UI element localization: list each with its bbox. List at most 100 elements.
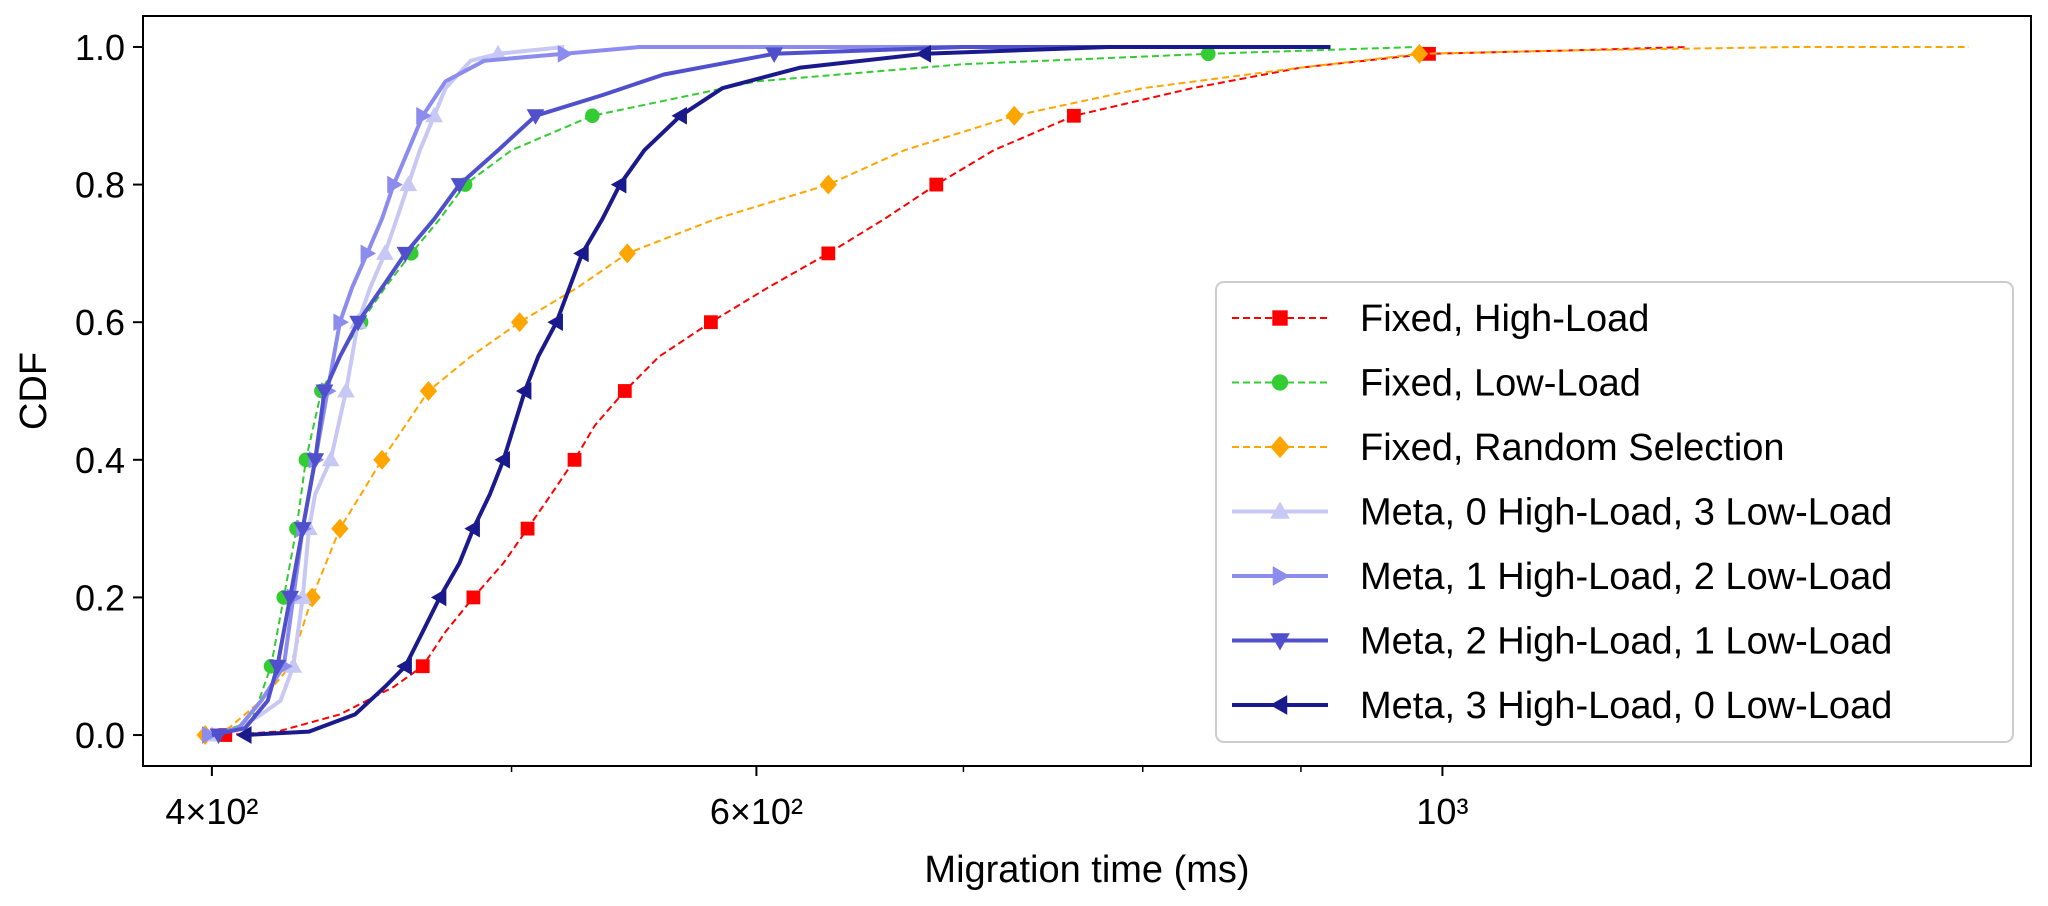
- legend-item: Meta, 0 High-Load, 3 Low-Load: [1232, 492, 1892, 534]
- legend-label: Fixed, High-Load: [1360, 298, 1649, 340]
- data-point: [333, 313, 349, 332]
- x-axis-label: Migration time (ms): [924, 849, 1249, 891]
- data-point: [573, 244, 589, 263]
- data-point: [419, 381, 438, 401]
- data-point: [1410, 43, 1429, 64]
- data-point: [415, 659, 430, 674]
- legend-label: Meta, 0 High-Load, 3 Low-Load: [1360, 492, 1892, 534]
- series-1: [218, 46, 1688, 742]
- data-point: [430, 588, 447, 607]
- data-point: [303, 587, 321, 608]
- series-7: [236, 44, 1331, 744]
- data-point: [360, 244, 377, 263]
- data-point: [373, 449, 391, 470]
- data-point: [399, 175, 418, 192]
- data-point: [765, 47, 784, 63]
- data-point: [1005, 105, 1023, 126]
- legend-marker: [1270, 501, 1290, 519]
- data-point: [387, 175, 403, 194]
- legend-marker: [1269, 695, 1288, 715]
- x-tick-label: 4×10²: [165, 791, 258, 832]
- data-point: [209, 728, 228, 745]
- series-line: [204, 45, 565, 737]
- series-6: [209, 45, 1109, 745]
- legend-marker: [1270, 633, 1290, 651]
- data-point: [510, 312, 529, 333]
- legend-marker: [1272, 310, 1288, 326]
- series-3: [196, 43, 1969, 745]
- data-point: [281, 590, 300, 607]
- legend-label: Meta, 2 High-Load, 1 Low-Load: [1360, 621, 1892, 663]
- legend-item: Meta, 2 High-Load, 1 Low-Load: [1232, 621, 1892, 663]
- data-point: [703, 315, 718, 330]
- legend-item: Fixed, Low-Load: [1232, 363, 1641, 405]
- data-point: [1200, 46, 1216, 62]
- data-point: [293, 522, 312, 538]
- legend-label: Fixed, Low-Load: [1360, 363, 1641, 405]
- data-point: [821, 246, 836, 261]
- data-point: [915, 44, 932, 63]
- data-point: [547, 313, 563, 332]
- y-tick-label: 0.8: [75, 165, 125, 206]
- data-point: [1066, 108, 1081, 123]
- data-point: [236, 726, 252, 744]
- legend-label: Meta, 1 High-Load, 2 Low-Load: [1360, 556, 1892, 598]
- series-4: [203, 44, 565, 742]
- legend-item: Fixed, Random Selection: [1232, 427, 1785, 469]
- data-point: [425, 106, 444, 123]
- legend-label: Fixed, Random Selection: [1360, 427, 1785, 469]
- data-point: [268, 659, 287, 676]
- data-point: [671, 106, 687, 125]
- data-point: [202, 726, 218, 744]
- y-tick-label: 0.0: [75, 715, 125, 756]
- data-point: [315, 384, 334, 401]
- data-point: [819, 174, 837, 195]
- legend-box: [1215, 281, 2014, 743]
- data-point: [337, 381, 355, 398]
- data-point: [321, 450, 340, 467]
- y-tick-label: 1.0: [75, 27, 125, 68]
- data-point: [585, 108, 600, 124]
- y-axis-label: CDF: [13, 352, 55, 430]
- data-point: [349, 315, 367, 332]
- data-point: [464, 519, 480, 538]
- series-line: [204, 46, 1969, 736]
- data-point: [396, 246, 415, 263]
- data-point: [610, 175, 627, 194]
- data-point: [929, 177, 944, 192]
- y-tick-label: 0.4: [75, 440, 125, 481]
- series-layer: [196, 43, 1969, 745]
- data-point: [520, 521, 535, 536]
- x-axis: 4×10² 6×10² 10³: [165, 766, 1468, 832]
- y-tick-label: 0.6: [75, 302, 125, 343]
- legend-marker: [1270, 435, 1290, 459]
- data-point: [306, 453, 325, 469]
- data-point: [331, 518, 349, 539]
- data-point: [450, 178, 469, 194]
- legend-label: Meta, 3 High-Load, 0 Low-Load: [1360, 685, 1892, 727]
- data-point: [557, 44, 574, 63]
- legend-item: Meta, 1 High-Load, 2 Low-Load: [1232, 556, 1892, 598]
- x-tick-label: 10³: [1416, 791, 1468, 832]
- data-point: [494, 450, 510, 469]
- data-point: [526, 109, 545, 125]
- data-point: [466, 590, 481, 605]
- data-point: [617, 384, 632, 398]
- data-point: [567, 452, 582, 467]
- x-tick-label: 6×10²: [710, 791, 803, 832]
- plot-frame: [142, 15, 2032, 767]
- y-tick-label: 0.2: [75, 577, 125, 618]
- series-line: [211, 45, 1109, 737]
- legend-marker: [1271, 374, 1289, 391]
- y-axis: 0.0 0.2 0.4 0.6 0.8 1.0: [75, 27, 143, 756]
- data-point: [416, 106, 432, 125]
- legend-marker: [1272, 566, 1291, 586]
- series-line: [204, 45, 964, 737]
- legend-item: Fixed, High-Load: [1232, 298, 1649, 340]
- data-point: [396, 657, 412, 676]
- data-point: [618, 243, 636, 264]
- data-point: [515, 382, 532, 400]
- data-point: [376, 244, 394, 260]
- legend-item: Meta, 3 High-Load, 0 Low-Load: [1232, 685, 1892, 727]
